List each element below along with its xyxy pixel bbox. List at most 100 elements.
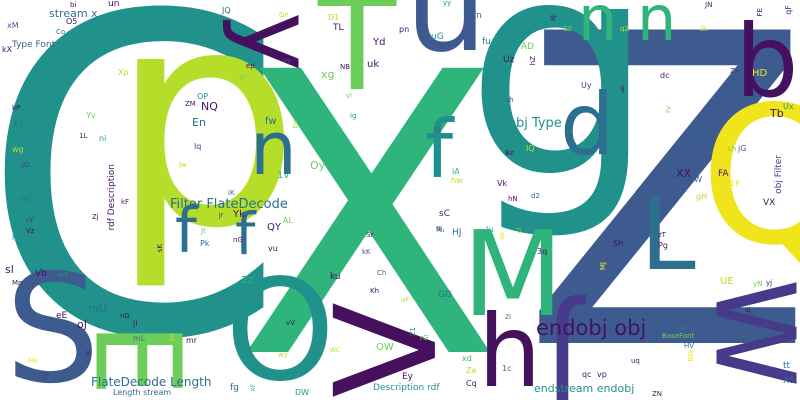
word-Za: FN [28, 357, 38, 365]
word-Uy: Sh [613, 239, 624, 248]
word-VX: VX [763, 198, 776, 208]
word-Pk: Pk [200, 239, 210, 248]
word-length-stream: Length stream [113, 388, 172, 397]
word-Kh: Ch [377, 269, 387, 277]
word-ZL: qZ [620, 25, 630, 33]
word-qZ: aJ [549, 15, 557, 22]
word-En: En [192, 116, 206, 129]
word-obj-type: obj Type [508, 116, 562, 131]
word-Mn: I6 [12, 234, 19, 242]
word-aJ: Vl [346, 93, 352, 100]
word-fB: Sr [366, 231, 374, 239]
word-ni: ni [99, 134, 107, 143]
word-aF: Kh [370, 287, 380, 295]
word-1v: 1v [277, 170, 290, 181]
word-oJ: oJ [77, 318, 87, 331]
word-sC: sC [439, 209, 450, 219]
word-type-font: Type Font [12, 40, 56, 50]
word-D1: D1 [328, 13, 340, 22]
word-Zj: rY [26, 216, 35, 225]
word-d: d [560, 75, 615, 175]
word-Bl: ig [350, 112, 357, 120]
word-f: f [175, 194, 197, 267]
word-IQ: ah [505, 96, 514, 104]
word-Qj: 1P [730, 179, 740, 188]
word-hN: Bl [434, 126, 441, 134]
word-basefont: BaseFont [662, 332, 695, 340]
word-vV: ji [133, 319, 138, 328]
word-HV: ZN [652, 390, 663, 398]
word-tt: tt [783, 361, 791, 371]
word-yN: sj [745, 306, 751, 314]
word-description-rdf: Description rdf [373, 383, 440, 393]
word-yy: Gn [279, 11, 289, 19]
word-Iu: Vk [497, 179, 508, 188]
word-jr: nG [233, 236, 243, 244]
word-Yv: Yv [86, 111, 96, 120]
word-un: un [108, 0, 120, 9]
word-jG: tW [691, 175, 703, 184]
word-kK: yj [766, 279, 773, 287]
word-Q: Q [700, 66, 800, 287]
word-fn: fn [473, 11, 482, 21]
word-sl: sl [5, 263, 14, 276]
word-h: h [478, 293, 542, 400]
word-Lh: Qj [749, 105, 757, 113]
word-Vb: Vb [35, 269, 47, 279]
word-X: X [235, 0, 503, 400]
word-fw: fw [265, 116, 277, 127]
word-1c: xd [462, 354, 472, 363]
word-Zz: Zz [241, 275, 254, 286]
word-XX: XX [676, 167, 692, 180]
word-Yd: Yd [373, 37, 386, 48]
word-eE: eE [56, 311, 68, 321]
word-fg: fg [230, 383, 239, 393]
word-vu: vu [268, 244, 278, 253]
word-Zx: Ux [783, 102, 794, 111]
word-CE: Zx [730, 67, 739, 75]
word-gH: d2 [531, 192, 540, 200]
word-OW: OW [376, 342, 394, 353]
word-uG: uG [431, 32, 444, 42]
word-kP: xM [7, 21, 19, 30]
word-mr: ZU [186, 313, 196, 321]
word-b: b [735, 3, 799, 120]
word-Tb: Tb [770, 107, 784, 120]
word-n-n: n n [578, 0, 677, 55]
word-1L: bi [70, 1, 77, 9]
word-obj-filter: obj Filter [774, 155, 784, 194]
word-u: u [405, 0, 488, 81]
word-vp: qc [582, 370, 592, 379]
word-X5: X5 [783, 376, 795, 386]
word-BW: TV [666, 106, 673, 114]
word-T: T [318, 0, 397, 120]
word-endstream-endobj: endstream endobj [534, 382, 635, 395]
word-NQ: NQ [201, 100, 218, 113]
word-FN: Zj [92, 213, 99, 221]
word-Xp: Xp [118, 68, 129, 77]
word-Sr: MJ [599, 262, 607, 271]
word-DW: wy [278, 351, 288, 359]
word-rdf-description: rdf Description [107, 164, 117, 231]
word-xg: xg [321, 68, 335, 81]
word-Oy: Oy [310, 159, 326, 172]
word-ig: eq [58, 270, 68, 279]
word-eq: Mn [12, 279, 23, 287]
word-lq: lq [194, 142, 202, 151]
word-ZM: NB [340, 63, 351, 71]
word-p: p [110, 0, 301, 294]
word-1P: gH [696, 192, 708, 201]
word-FA: FA [718, 169, 729, 179]
word-HD: HD [752, 68, 768, 79]
word-Ic: WC [330, 347, 341, 354]
word-JN: yy [443, 0, 452, 7]
word-bi: Co [56, 28, 66, 36]
word-pv: jw [179, 161, 187, 169]
word-xM: kX [2, 45, 13, 54]
word-ji: mL [133, 334, 146, 343]
word-Co: DW [295, 388, 310, 397]
word-C: C [0, 0, 288, 400]
word-jO: kP [12, 104, 21, 112]
word-qc: 1c [502, 364, 512, 373]
